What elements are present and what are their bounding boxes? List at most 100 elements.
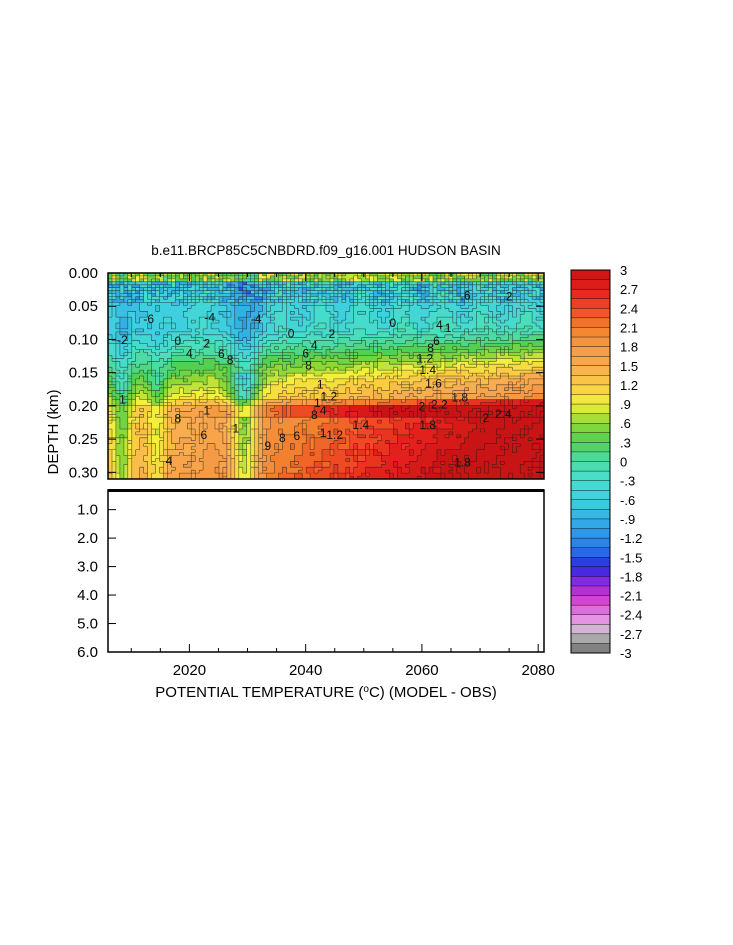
heat-cell xyxy=(496,305,501,309)
heat-cell xyxy=(472,299,478,304)
heat-cell xyxy=(504,361,509,365)
heat-cell xyxy=(516,328,521,333)
heat-cell xyxy=(211,275,216,280)
heat-cell xyxy=(417,314,422,318)
heat-cell xyxy=(401,331,406,336)
heat-cell xyxy=(369,302,375,306)
heat-cell xyxy=(496,346,501,351)
heat-cell xyxy=(405,331,410,336)
heat-cell xyxy=(373,325,379,330)
heat-cell xyxy=(476,346,482,351)
heat-cell xyxy=(528,281,533,286)
heat-cell xyxy=(226,305,232,309)
heat-cell xyxy=(123,331,129,336)
heat-cell xyxy=(516,290,521,295)
heat-cell xyxy=(353,320,359,324)
heat-cell xyxy=(452,370,458,374)
heat-cell xyxy=(401,323,406,327)
heat-cell xyxy=(540,311,544,315)
heat-cell xyxy=(397,278,402,283)
heat-cell xyxy=(286,278,291,283)
heat-cell xyxy=(258,367,264,371)
heat-cell xyxy=(163,293,169,298)
heat-cell xyxy=(290,284,295,289)
heat-cell xyxy=(389,296,394,301)
heat-cell xyxy=(508,349,513,354)
heat-cell xyxy=(377,343,383,348)
heat-cell xyxy=(159,334,165,339)
heat-cell xyxy=(246,328,252,333)
heat-cell xyxy=(361,349,367,354)
heat-cell xyxy=(425,328,430,333)
heat-cell xyxy=(211,299,216,304)
heat-cell xyxy=(524,311,529,315)
heat-cell xyxy=(357,290,363,295)
heat-cell xyxy=(270,296,276,301)
heat-cell xyxy=(318,296,323,301)
heat-cell xyxy=(234,340,240,345)
heat-cell xyxy=(436,361,442,365)
heat-cell xyxy=(373,376,379,380)
heat-cell xyxy=(433,299,438,304)
heat-cell xyxy=(155,278,161,283)
heat-cell xyxy=(460,299,466,304)
heat-cell xyxy=(333,334,339,339)
heat-cell xyxy=(314,352,319,356)
heat-cell xyxy=(349,373,355,377)
heat-cell xyxy=(381,361,387,365)
heat-cell xyxy=(191,370,196,374)
heat-cell xyxy=(405,343,410,348)
heat-cell xyxy=(500,376,505,380)
heat-cell xyxy=(413,370,418,374)
heat-cell xyxy=(215,308,220,312)
heat-cell xyxy=(143,376,149,380)
heat-cell xyxy=(508,328,513,333)
heat-cell xyxy=(349,334,355,339)
heat-cell xyxy=(512,346,517,351)
heat-cell xyxy=(179,334,184,339)
heat-cell xyxy=(242,302,248,306)
heat-cell xyxy=(242,376,248,380)
heat-cell xyxy=(187,302,192,306)
heat-cell xyxy=(238,323,244,327)
heat-cell xyxy=(211,317,216,321)
heat-cell xyxy=(349,346,355,351)
heat-cell xyxy=(433,376,438,380)
heat-cell xyxy=(488,334,494,339)
heat-cell xyxy=(468,337,474,342)
heat-cell xyxy=(417,308,422,312)
heat-cell xyxy=(278,273,283,277)
heat-cell xyxy=(436,358,442,362)
heat-cell xyxy=(444,373,450,377)
heat-cell xyxy=(417,320,422,324)
heat-cell xyxy=(151,328,157,333)
heat-cell xyxy=(326,373,331,377)
heat-cell xyxy=(385,311,391,315)
heat-cell xyxy=(159,284,165,289)
heat-cell xyxy=(512,299,517,304)
heat-cell xyxy=(512,331,517,336)
heat-cell xyxy=(246,337,252,342)
heat-cell xyxy=(337,299,343,304)
heat-cell xyxy=(333,328,339,333)
heat-cell xyxy=(139,273,145,277)
heat-cell xyxy=(234,308,240,312)
heat-cell xyxy=(108,378,113,383)
heat-cell xyxy=(199,376,204,380)
heat-cell xyxy=(179,349,184,354)
heat-cell xyxy=(421,273,426,277)
heat-cell xyxy=(294,358,299,362)
heat-cell xyxy=(472,317,478,321)
heat-cell xyxy=(357,302,363,306)
heat-cell xyxy=(421,308,426,312)
heat-cell xyxy=(353,293,359,298)
heat-cell xyxy=(246,373,252,377)
heat-cell xyxy=(329,355,335,359)
heat-cell xyxy=(401,358,406,362)
heat-cell xyxy=(298,331,303,336)
heat-cell xyxy=(524,314,529,318)
heat-cell xyxy=(484,343,490,348)
heat-cell xyxy=(155,373,161,377)
heat-cell xyxy=(207,320,212,324)
heat-cell xyxy=(143,275,149,280)
